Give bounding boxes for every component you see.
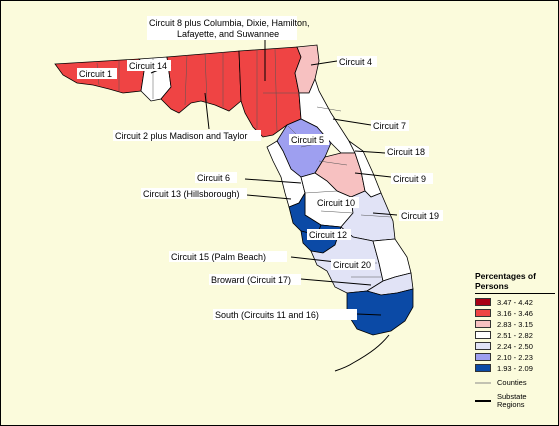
legend-swatch — [475, 320, 491, 328]
label-circuit-15: Circuit 15 (Palm Beach) — [171, 252, 266, 262]
legend-swatch — [475, 331, 491, 339]
legend-item-label: 2.83 - 3.15 — [497, 319, 533, 329]
legend-item: 2.83 - 3.15 — [475, 319, 555, 329]
label-circuit-8-line2: Lafayette, and Suwannee — [177, 29, 279, 39]
label-circuit-10: Circuit 10 — [317, 198, 355, 208]
legend-item: 3.16 - 3.46 — [475, 308, 555, 318]
label-circuit-20: Circuit 20 — [333, 260, 371, 270]
label-circuit-7: Circuit 7 — [373, 121, 406, 131]
label-circuit-19: Circuit 19 — [401, 211, 439, 221]
legend-counties: Counties — [475, 379, 555, 387]
region-circuit-2 — [160, 50, 242, 114]
legend-swatch — [475, 298, 491, 306]
label-circuit-14: Circuit 14 — [129, 61, 167, 71]
map-labels: Circuit 8 plus Columbia, Dixie, Hamilton… — [77, 16, 443, 320]
legend-item-label: 2.24 - 2.50 — [497, 341, 533, 351]
legend-item: 2.51 - 2.82 — [475, 330, 555, 340]
label-circuit-4: Circuit 4 — [339, 57, 372, 67]
region-south — [346, 288, 414, 336]
legend-item-label: 3.47 - 4.42 — [497, 297, 533, 307]
legend-swatch — [475, 364, 491, 372]
label-circuit-13: Circuit 13 (Hillsborough) — [143, 189, 240, 199]
label-circuit-18: Circuit 18 — [387, 147, 425, 157]
legend-swatch — [475, 342, 491, 350]
legend-item: 2.24 - 2.50 — [475, 341, 555, 351]
label-circuit-1: Circuit 1 — [79, 69, 112, 79]
legend-title-line1: Percentages of — [475, 271, 536, 281]
legend-substate: Substate Regions — [475, 393, 555, 409]
legend-item-label: 1.93 - 2.09 — [497, 363, 533, 373]
label-circuit-5: Circuit 5 — [291, 135, 324, 145]
label-circuit-6: Circuit 6 — [197, 173, 230, 183]
label-circuit-8: Circuit 8 plus Columbia, Dixie, Hamilton… — [149, 18, 310, 28]
legend-item-label: 2.10 - 2.23 — [497, 352, 533, 362]
legend-title: Percentages of Persons — [475, 271, 555, 294]
legend-swatch — [475, 309, 491, 317]
legend-substate-line1: Substate — [497, 392, 527, 401]
label-broward: Broward (Circuit 17) — [211, 275, 291, 285]
florida-keys — [334, 334, 390, 372]
legend-title-line2: Persons — [475, 281, 509, 291]
legend: Percentages of Persons 3.47 - 4.42 3.16 -… — [475, 271, 555, 409]
legend-item: 1.93 - 2.09 — [475, 363, 555, 373]
label-circuit-2: Circuit 2 plus Madison and Taylor — [115, 131, 247, 141]
label-circuit-12: Circuit 12 — [309, 230, 347, 240]
legend-swatch — [475, 353, 491, 361]
label-circuit-9: Circuit 9 — [393, 174, 426, 184]
legend-item-label: 3.16 - 3.46 — [497, 308, 533, 318]
legend-item-label: 2.51 - 2.82 — [497, 330, 533, 340]
legend-substate-label: Substate Regions — [497, 393, 527, 409]
legend-counties-label: Counties — [497, 378, 527, 387]
label-south: South (Circuits 11 and 16) — [215, 310, 319, 320]
legend-substate-line2: Regions — [497, 400, 525, 409]
legend-item: 3.47 - 4.42 — [475, 297, 555, 307]
legend-rows: 3.47 - 4.42 3.16 - 3.46 2.83 - 3.15 2.51 - … — [475, 297, 555, 373]
legend-item: 2.10 - 2.23 — [475, 352, 555, 362]
